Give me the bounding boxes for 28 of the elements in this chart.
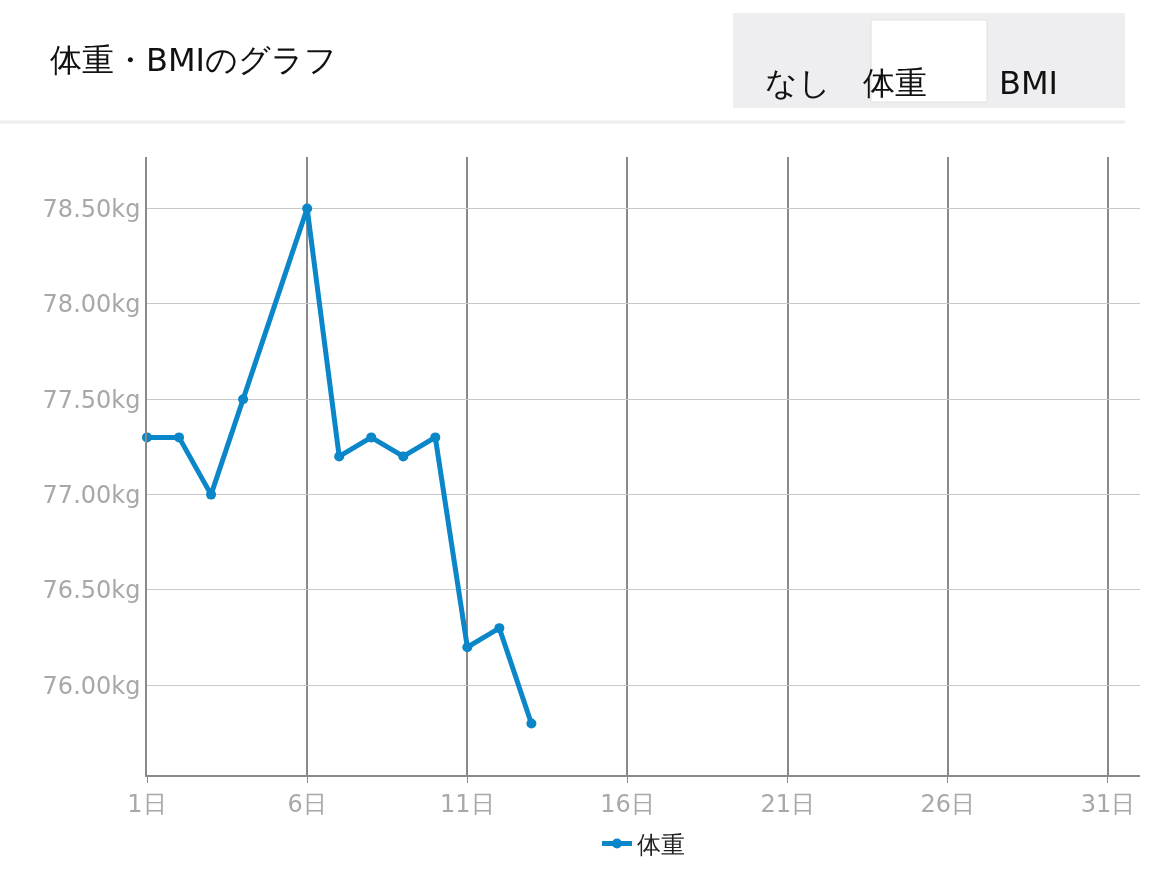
y-tick-label: 76.50kg bbox=[42, 576, 141, 605]
point bbox=[366, 432, 377, 443]
point bbox=[238, 394, 249, 405]
x-tick-label: 6日 bbox=[287, 789, 327, 818]
point bbox=[334, 451, 345, 462]
point bbox=[462, 642, 473, 653]
x-tick-label: 11日 bbox=[440, 789, 495, 818]
x-tick-label: 26日 bbox=[920, 789, 976, 818]
point bbox=[526, 718, 537, 729]
y-tick-label: 77.00kg bbox=[42, 481, 141, 510]
point bbox=[430, 432, 441, 443]
text: なし bbox=[765, 64, 831, 102]
x-tick-label: 1日 bbox=[127, 789, 167, 818]
point bbox=[174, 432, 185, 443]
y-tick-label: 78.50kg bbox=[42, 194, 141, 223]
text: BMI bbox=[999, 64, 1058, 102]
point bbox=[494, 623, 505, 634]
x-tick-label: 16日 bbox=[600, 789, 655, 818]
y-tick-label: 78.00kg bbox=[42, 290, 141, 319]
x-tick-label: 21日 bbox=[760, 789, 815, 818]
chart-title: 体重・BMIのグラフ bbox=[50, 41, 337, 80]
point bbox=[302, 203, 313, 214]
point bbox=[398, 451, 409, 462]
text: 体重 bbox=[863, 64, 927, 102]
legend-label: 体重 bbox=[637, 830, 685, 859]
y-tick-label: 76.00kg bbox=[42, 671, 141, 700]
y-tick-label: 77.50kg bbox=[42, 385, 141, 414]
x-tick-label: 31日 bbox=[1080, 789, 1136, 818]
